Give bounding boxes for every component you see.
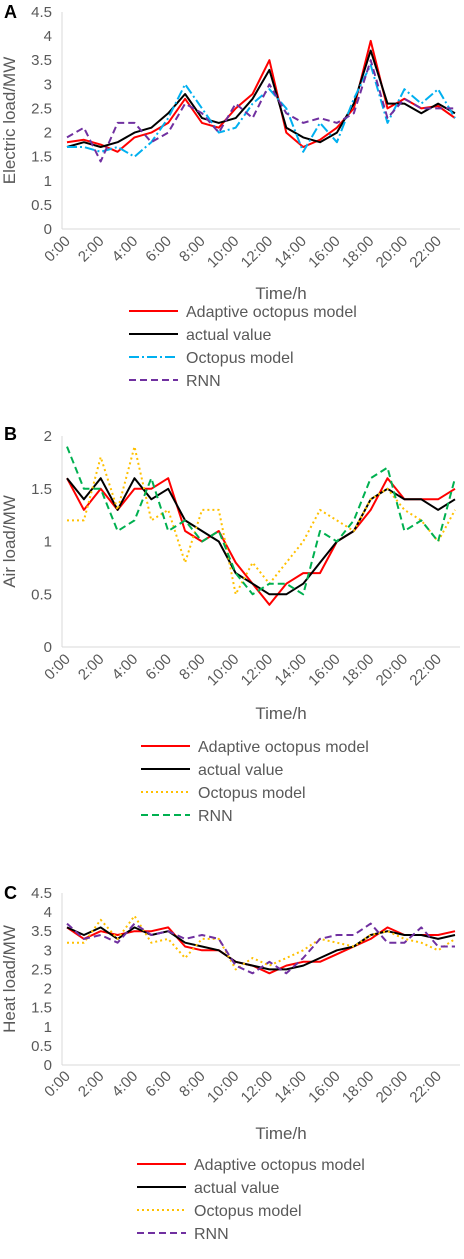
series-line-octopus-model [67,914,456,971]
x-tick-label: 14:00 [271,651,310,690]
y-tick-label: 4.5 [31,4,52,21]
y-tick-label: 2 [44,428,52,445]
legend-label: RNN [186,373,221,390]
x-tick-label: 4:00 [109,651,142,684]
legend-label: RNN [194,1226,229,1243]
y-tick-label: 3.5 [31,52,52,69]
x-axis-title: Time/h [255,1124,306,1143]
y-tick-label: 0 [44,221,52,238]
y-tick-label: 1.5 [31,481,52,498]
panel-letter: A [4,2,17,22]
y-tick-label: 1 [44,534,52,551]
x-axis-title: Time/h [255,284,306,303]
legend-label: Adaptive octopus model [198,739,369,756]
series-line-rnn [66,59,455,163]
y-tick-label: 2.5 [31,100,52,117]
x-tick-label: 6:00 [142,651,175,684]
y-tick-label: 1 [44,173,52,190]
x-tick-label: 14:00 [271,1068,310,1107]
chart-panel-b: B00.511.520:00 2:00 4:00 6:00 8:0010:0012:00… [0,424,460,825]
legend-label: Octopus model [198,785,306,802]
legend-label: RNN [198,808,233,825]
x-axis-title: Time/h [255,704,306,723]
y-tick-label: 2.5 [31,961,52,978]
x-tick-label: 4:00 [109,233,142,266]
chart-panel-c: C00.511.522.533.544.50:00 2:00 4:00 6:00 8:0… [0,883,460,1243]
x-tick-label: 4:00 [109,1068,142,1101]
x-tick-label: 12:00 [238,1068,277,1107]
x-tick-label: 22:00 [406,233,445,272]
x-tick-label: 22:00 [406,1068,445,1107]
y-tick-label: 0.5 [31,586,52,603]
x-tick-label: 2:00 [75,651,108,684]
panel-letter: B [4,424,17,444]
series-line-adaptive-octopus-model [66,39,456,153]
series-line-actual-value [66,49,456,148]
y-tick-label: 4 [44,28,52,45]
legend-label: Octopus model [186,350,294,367]
y-tick-label: 3 [44,942,52,959]
y-tick-label: 2 [44,981,52,998]
y-tick-label: 4.5 [31,885,52,902]
legend-label: Adaptive octopus model [194,1157,365,1174]
y-tick-label: 0 [44,639,52,656]
y-tick-label: 0.5 [31,1038,52,1055]
panel-letter: C [4,883,17,903]
legend-label: actual value [194,1180,279,1197]
y-tick-label: 0 [44,1057,52,1074]
x-tick-label: 18:00 [339,233,378,272]
legend-label: actual value [198,762,283,779]
x-tick-label: 20:00 [373,651,412,690]
y-axis-title: Electric load/MW [0,57,19,185]
series-line-octopus-model [67,64,456,158]
x-tick-label: 12:00 [238,233,277,272]
y-tick-label: 4 [44,904,52,921]
y-axis-title: Heat load/MW [0,925,19,1033]
x-tick-label: 16:00 [305,1068,344,1107]
x-tick-label: 2:00 [75,1068,108,1101]
y-tick-label: 3.5 [31,923,52,940]
y-axis-title: Air load/MW [0,495,19,588]
legend-label: actual value [186,327,271,344]
x-tick-label: 6:00 [142,1068,175,1101]
series-line-adaptive-octopus-model [66,926,456,975]
series-line-rnn [66,922,455,975]
x-tick-label: 14:00 [271,233,310,272]
legend-label: Adaptive octopus model [186,304,357,321]
series-line-octopus-model [67,445,456,596]
legend-label: Octopus model [194,1203,302,1220]
x-tick-label: 6:00 [142,233,175,266]
y-tick-label: 0.5 [31,197,52,214]
y-tick-label: 1.5 [31,149,52,166]
x-tick-label: 10:00 [204,651,243,690]
x-tick-label: 16:00 [305,233,344,272]
x-tick-label: 18:00 [339,1068,378,1107]
x-tick-label: 18:00 [339,651,378,690]
series-line-rnn [66,446,456,596]
legend: Adaptive octopus model actual value Octopu… [141,739,369,825]
x-tick-label: 12:00 [238,651,277,690]
x-tick-label: 16:00 [305,651,344,690]
y-tick-label: 1.5 [31,1000,52,1017]
x-tick-label: 10:00 [204,233,243,272]
legend: Adaptive octopus model actual value Octopu… [137,1157,365,1243]
y-tick-label: 3 [44,76,52,93]
y-tick-label: 2 [44,125,52,142]
x-tick-label: 20:00 [373,1068,412,1107]
x-tick-label: 10:00 [204,1068,243,1107]
x-tick-label: 20:00 [373,233,412,272]
y-tick-label: 1 [44,1019,52,1036]
legend: Adaptive octopus model actual value Octopu… [129,304,357,390]
series-line-actual-value [66,477,456,596]
x-tick-label: 22:00 [406,651,445,690]
x-tick-label: 2:00 [75,233,108,266]
chart-panel-a: A00.511.522.533.544.50:00 2:00 4:00 6:00 8:0… [0,2,460,390]
